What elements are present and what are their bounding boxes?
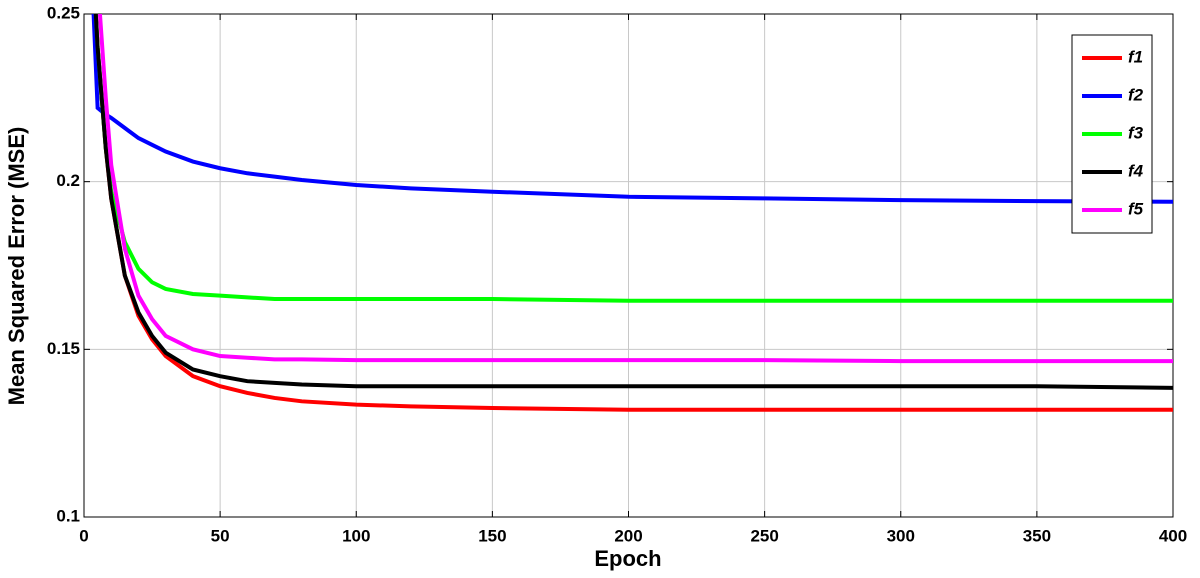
legend-label: f5 (1128, 199, 1144, 218)
series-line (93, 14, 1173, 303)
y-tick-label: 0.25 (47, 3, 80, 22)
x-tick-label: 350 (1023, 526, 1051, 545)
x-tick-label: 300 (887, 526, 915, 545)
legend-label: f2 (1128, 85, 1144, 104)
lines (91, 14, 1173, 412)
x-tick-label: 50 (211, 526, 230, 545)
y-axis-label: Mean Squared Error (MSE) (4, 127, 29, 406)
x-tick-label: 400 (1159, 526, 1187, 545)
y-tick-label: 0.1 (56, 506, 80, 525)
y-tick-label: 0.2 (56, 171, 80, 190)
series-line (91, 14, 1173, 204)
series-line (97, 14, 1173, 364)
x-tick-label: 200 (614, 526, 642, 545)
x-tick-label: 0 (79, 526, 88, 545)
x-axis-label: Epoch (594, 546, 661, 571)
series-line (93, 14, 1173, 390)
legend-label: f3 (1128, 123, 1144, 142)
axes-box (83, 13, 1174, 518)
y-tick-label: 0.15 (47, 339, 80, 358)
x-tick-label: 250 (750, 526, 778, 545)
legend-label: f4 (1128, 161, 1144, 180)
legend-label: f1 (1128, 47, 1143, 66)
x-tick-label: 100 (342, 526, 370, 545)
x-tick-label: 150 (478, 526, 506, 545)
